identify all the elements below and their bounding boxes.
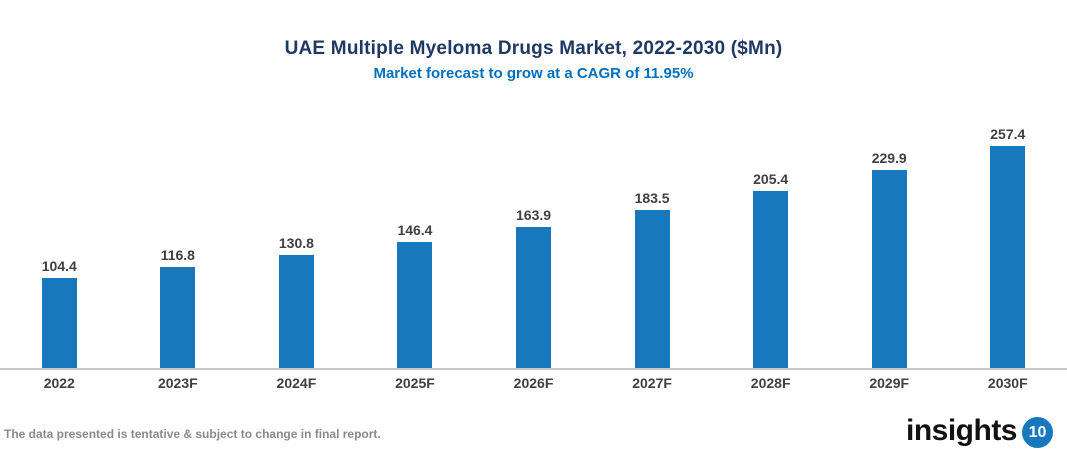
bar-value-label: 116.8 xyxy=(160,247,195,263)
bar xyxy=(990,146,1026,368)
bar-column: 205.4 xyxy=(711,171,830,368)
bar xyxy=(160,267,196,368)
bar xyxy=(278,255,314,368)
x-axis-label: 2030F xyxy=(987,375,1028,391)
bar-column: 229.9 xyxy=(830,150,949,368)
logo-badge: 10 xyxy=(1022,417,1053,448)
bar-value-label: 104.4 xyxy=(41,258,77,274)
chart-header: UAE Multiple Myeloma Drugs Market, 2022-… xyxy=(0,0,1067,82)
bar xyxy=(871,170,907,368)
x-axis-line xyxy=(0,368,1067,370)
bar-column: 183.5 xyxy=(593,190,712,368)
bar-value-label: 229.9 xyxy=(871,150,907,166)
x-axis-label: 2028F xyxy=(750,375,791,391)
insights10-logo: insights 10 xyxy=(906,413,1053,448)
x-axis-label: 2026F xyxy=(513,375,554,391)
bar-column: 116.8 xyxy=(119,247,238,368)
chart-title: UAE Multiple Myeloma Drugs Market, 2022-… xyxy=(284,38,783,59)
x-axis-label: 2023F xyxy=(157,375,198,391)
chart-subtitle: Market forecast to grow at a CAGR of 11.… xyxy=(373,65,694,82)
bar xyxy=(516,227,552,368)
bar-value-label: 183.5 xyxy=(634,190,670,206)
bar xyxy=(753,191,789,368)
bar xyxy=(397,242,433,368)
bar-column: 130.8 xyxy=(237,235,356,368)
bar-value-label: 205.4 xyxy=(753,171,789,187)
footer: The data presented is tentative & subjec… xyxy=(0,391,1067,454)
x-axis-label: 2024F xyxy=(276,375,317,391)
x-axis-label: 2029F xyxy=(869,375,910,391)
disclaimer-text: The data presented is tentative & subjec… xyxy=(4,427,381,441)
bar-plot-area: 104.4 116.8 130.8 146.4 163.9 183.5 205.4 229.9… xyxy=(0,82,1067,368)
bar-value-label: 146.4 xyxy=(397,222,433,238)
bar-column: 146.4 xyxy=(356,222,475,368)
bar xyxy=(41,278,77,368)
bar xyxy=(634,210,670,368)
bar-column: 104.4 xyxy=(0,258,119,368)
bar-value-label: 257.4 xyxy=(990,126,1026,142)
x-axis-labels: 2022 2023F 2024F 2025F 2026F 2027F 2028F 2029F 2… xyxy=(0,370,1067,391)
bar-column: 257.4 xyxy=(949,126,1067,368)
bar-column: 163.9 xyxy=(474,207,593,368)
bar-value-label: 130.8 xyxy=(278,235,314,251)
bar-value-label: 163.9 xyxy=(516,207,552,223)
x-axis-label: 2022 xyxy=(43,375,75,391)
x-axis-label: 2027F xyxy=(632,375,672,391)
x-axis-label: 2025F xyxy=(395,375,435,391)
logo-text: insights xyxy=(905,413,1018,447)
